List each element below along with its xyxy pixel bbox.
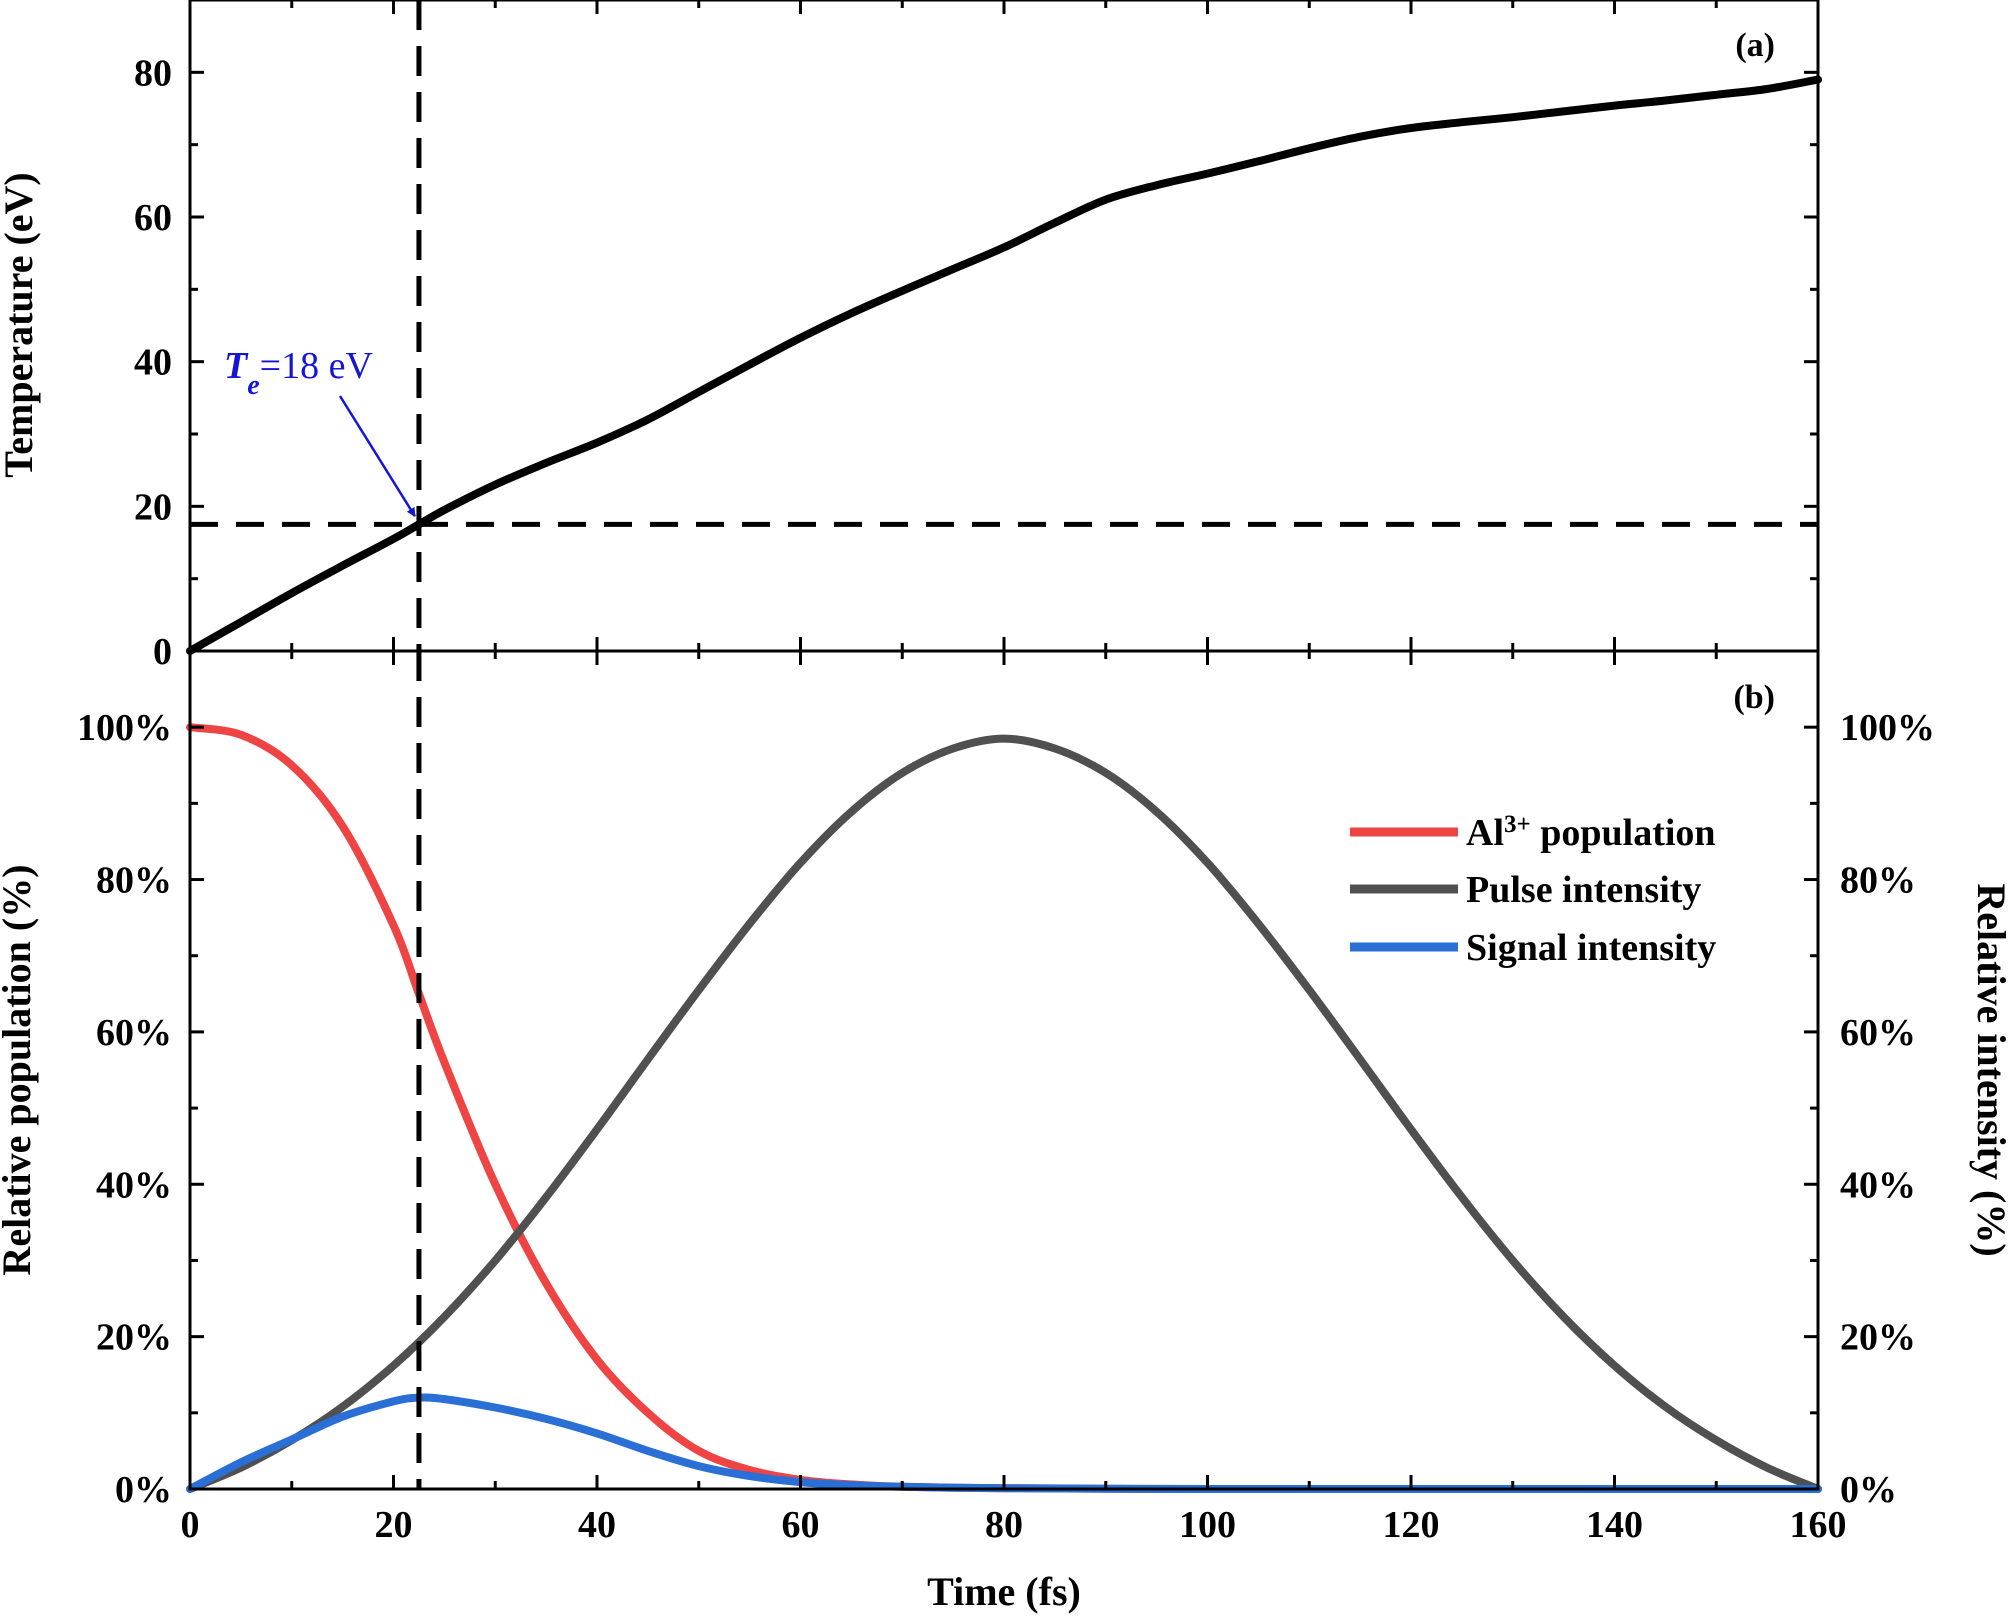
b-y-axis-label: Relative population (%) xyxy=(0,864,39,1275)
a-y-axis-label: Temperature (eV) xyxy=(0,172,41,477)
b-y-axis-label-right: Relative intensity (%) xyxy=(1969,883,2008,1256)
legend-label-pulse-intensity: Pulse intensity xyxy=(1466,869,1701,911)
a-y-tick-label: 80 xyxy=(134,52,172,94)
b-series-pulse-intensity xyxy=(186,734,1822,1493)
a-panel-label: (a) xyxy=(1735,27,1775,64)
legend-entry-signal-intensity: Signal intensity xyxy=(1350,927,1716,969)
a-plot-frame xyxy=(188,0,1820,653)
a-y-tick-label: 20 xyxy=(134,486,172,528)
b-y-tick-label: 80% xyxy=(96,860,172,902)
panel-a-temperature: 0 20 40 60 80 (a) Temperature (eV) Te=18 eV xyxy=(0,0,1822,673)
a-series-temperature xyxy=(186,75,1822,655)
legend: Al3+ population Pulse intensity Signal i… xyxy=(1350,811,1716,969)
a-series-layer xyxy=(186,75,1822,655)
b-tick-layer: 0% 0% 20% 20% 40% 40% 60% 60% 80% 80% 100% 100% 0 20 4… xyxy=(77,649,1935,1546)
a-reference-lines xyxy=(190,0,1818,651)
x-axis-label: Time (fs) xyxy=(927,1569,1081,1614)
b-x-tick-label: 160 xyxy=(1790,1504,1847,1546)
a-tick-layer: 0 20 40 60 80 xyxy=(134,0,1820,673)
annotation-label: Te=18 eV xyxy=(224,345,373,401)
a-y-tick-label: 60 xyxy=(134,197,172,239)
b-x-tick-label: 0 xyxy=(181,1504,200,1546)
b-x-tick-label: 20 xyxy=(375,1504,413,1546)
b-y-tick-label-right: 60% xyxy=(1840,1012,1916,1054)
b-x-tick-label: 120 xyxy=(1383,1504,1440,1546)
b-y-tick-label-right: 100% xyxy=(1840,707,1935,749)
panel-b-population-intensity: 0% 0% 20% 20% 40% 40% 60% 60% 80% 80% 100% 100% 0 20 4… xyxy=(0,649,2008,1614)
b-x-tick-label: 60 xyxy=(782,1504,820,1546)
b-y-tick-label-right: 40% xyxy=(1840,1164,1916,1206)
legend-label-al3-population: Al3+ population xyxy=(1466,811,1716,855)
legend-entry-al3-population: Al3+ population xyxy=(1350,811,1716,855)
legend-entry-pulse-intensity: Pulse intensity xyxy=(1350,869,1701,911)
b-x-tick-label: 100 xyxy=(1179,1504,1236,1546)
b-y-tick-label: 20% xyxy=(96,1317,172,1359)
a-y-tick-label: 40 xyxy=(134,342,172,384)
b-y-tick-label: 0% xyxy=(115,1469,172,1511)
b-y-tick-label-right: 80% xyxy=(1840,860,1916,902)
b-y-tick-label-right: 20% xyxy=(1840,1317,1916,1359)
legend-label-signal-intensity: Signal intensity xyxy=(1466,927,1716,969)
b-x-tick-label: 140 xyxy=(1586,1504,1643,1546)
a-y-tick-label: 0 xyxy=(153,631,172,673)
b-x-tick-label: 80 xyxy=(985,1504,1023,1546)
annotation-arrow xyxy=(338,395,416,517)
b-panel-label: (b) xyxy=(1733,679,1775,716)
b-plot-frame xyxy=(188,649,1820,1491)
temperature-annotation: Te=18 eV xyxy=(224,345,416,517)
b-y-tick-label-right: 0% xyxy=(1840,1469,1897,1511)
b-y-tick-label: 100% xyxy=(77,707,172,749)
b-y-tick-label: 40% xyxy=(96,1164,172,1206)
b-x-tick-label: 40 xyxy=(578,1504,616,1546)
b-y-tick-label: 60% xyxy=(96,1012,172,1054)
